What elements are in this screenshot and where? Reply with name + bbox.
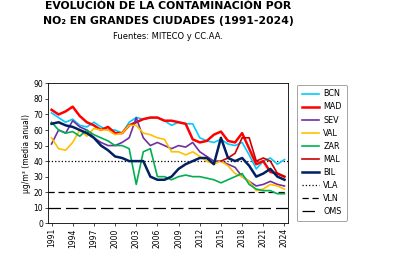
Legend: BCN, MAD, SEV, VAL, ZAR, MAL, BIL, VLA, VLN, OMS: BCN, MAD, SEV, VAL, ZAR, MAL, BIL, VLA, …	[297, 85, 347, 221]
Text: EVOLUCIÓN DE LA CONTAMINACIÓN POR: EVOLUCIÓN DE LA CONTAMINACIÓN POR	[45, 1, 291, 11]
Text: Fuentes: MITECO y CC.AA.: Fuentes: MITECO y CC.AA.	[113, 32, 223, 41]
Y-axis label: μg/m³ (media anual): μg/m³ (media anual)	[22, 114, 31, 193]
Text: NO₂ EN GRANDES CIUDADES (1991-2024): NO₂ EN GRANDES CIUDADES (1991-2024)	[43, 16, 293, 26]
